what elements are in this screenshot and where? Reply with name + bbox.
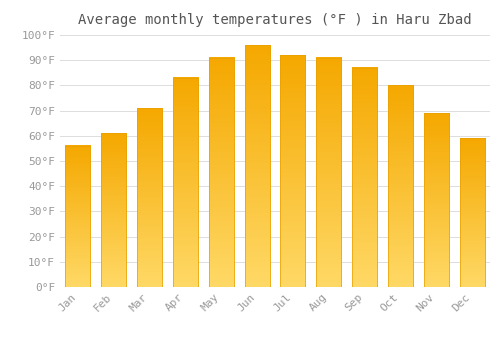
Bar: [352, 68, 377, 287]
Bar: [173, 78, 198, 287]
Bar: [101, 133, 126, 287]
Title: Average monthly temperatures (°F ) in Haru Zbad: Average monthly temperatures (°F ) in Ha…: [78, 13, 472, 27]
Bar: [208, 58, 234, 287]
Bar: [388, 85, 413, 287]
Bar: [424, 113, 449, 287]
Bar: [460, 138, 484, 287]
Bar: [66, 146, 90, 287]
Bar: [244, 45, 270, 287]
Bar: [316, 58, 342, 287]
Bar: [137, 108, 162, 287]
Bar: [280, 55, 305, 287]
